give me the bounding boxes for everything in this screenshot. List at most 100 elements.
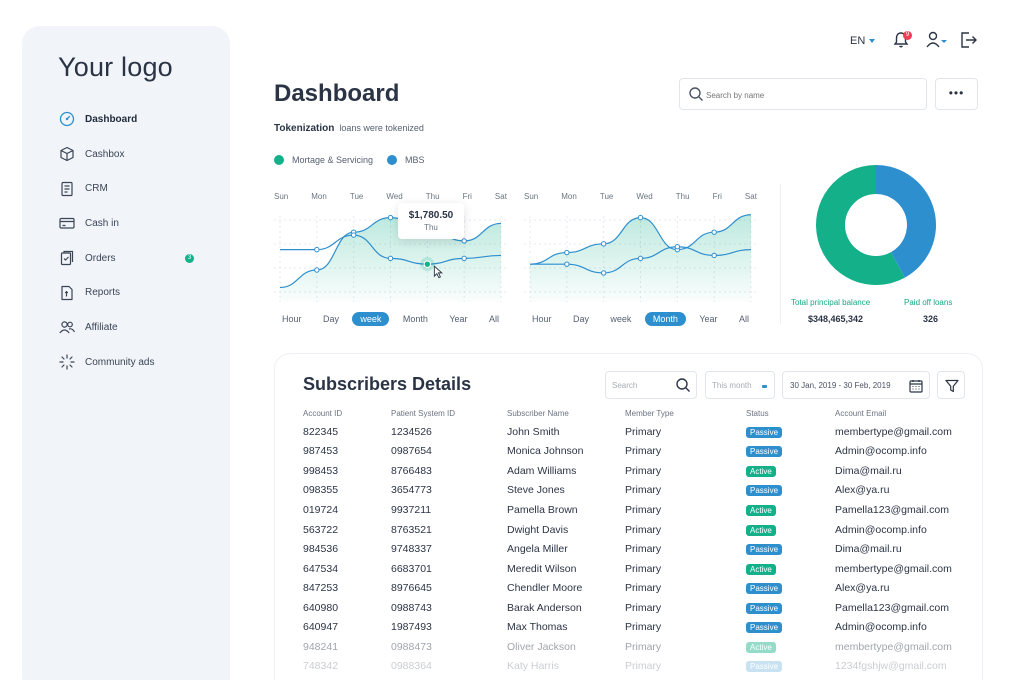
data-point [387, 255, 394, 262]
divider [780, 184, 781, 324]
table-cell: Primary [625, 464, 662, 477]
table-cell: Admin@ocomp.info [835, 621, 927, 634]
table-cell: Pamella123@gmail.com [835, 503, 949, 516]
tokenization-title: Tokenization [274, 123, 335, 134]
table-row[interactable]: 647534 6683701 Meredit Wilson Primary Active… [303, 559, 975, 579]
left-period-selector: Hour Day week Month Year All [274, 312, 507, 326]
table-row[interactable]: 948241 0988473 Oliver Jackson Primary Active… [303, 637, 975, 657]
tokenization-subtitle: loans were tokenized [339, 123, 424, 133]
subscribers-title: Subscribers Details [303, 374, 472, 394]
data-point [637, 214, 644, 221]
table-cell: Angela Miller [507, 543, 568, 556]
period-option-week[interactable]: week [352, 312, 390, 326]
sidebar-item-crm[interactable]: CRM [58, 171, 218, 206]
table-row[interactable]: 563722 8763521 Dwight Davis Primary Active Ad… [303, 520, 975, 540]
table-row[interactable]: 640947 1987493 Max Thomas Primary Passive Adm… [303, 617, 975, 637]
table-cell: 0988473 [391, 640, 432, 653]
month-select[interactable]: This month [705, 371, 775, 399]
data-point [711, 252, 717, 259]
sidebar-item-cashbox[interactable]: Cashbox [58, 137, 218, 172]
table-cell: Dima@mail.ru [835, 543, 902, 556]
table-cell: Passive [746, 578, 835, 598]
table-row[interactable]: 998453 8766483 Adam Williams Primary Active D… [303, 461, 975, 481]
user-menu[interactable] [926, 31, 948, 54]
day-tick-label: Thu [425, 192, 440, 201]
chevron-down-icon [869, 39, 876, 44]
period-option-month[interactable]: Month [644, 312, 686, 326]
table-row[interactable]: 984536 9748337 Angela Miller Primary Passive… [303, 539, 975, 559]
subscribers-search-placeholder: Search [612, 381, 638, 390]
pie-value-paid-off: 326 [923, 314, 939, 324]
table-cell: 822345 [303, 425, 339, 438]
period-option-hour[interactable]: Hour [532, 314, 552, 324]
table-row[interactable]: 822345 1234526 John Smith Primary Passive mem… [303, 422, 975, 442]
day-tick-label: Sat [744, 192, 757, 201]
table-row[interactable]: 019724 9937211 Pamella Brown Primary Active P… [303, 500, 975, 520]
card-icon [58, 214, 76, 232]
chart-tooltip: $1,780.50 Thu [398, 203, 464, 239]
sidebar-item-label: Dashboard [85, 113, 138, 125]
column-header-patient-system-id[interactable]: Patient System ID [391, 409, 456, 418]
search-input[interactable] [706, 85, 916, 105]
table-cell: Pamella Brown [507, 503, 578, 516]
sidebar-item-label: CRM [85, 183, 108, 195]
right-chart-days: Sun Mon Tue Wed Thu Fri Sat [524, 192, 757, 201]
table-cell: Active [746, 559, 835, 579]
filter-icon [945, 379, 959, 393]
table-row[interactable]: 748342 0988364 Katy Harris Primary Passive 12… [303, 657, 975, 677]
column-header-account-email[interactable]: Account Email [835, 409, 887, 418]
table-cell: Primary [625, 562, 662, 575]
sidebar-item-affiliate[interactable]: Affiliate [58, 310, 218, 345]
column-header-account-id[interactable]: Account ID [303, 409, 343, 418]
table-row[interactable]: 987453 0987654 Monica Johnson Primary Passiv… [303, 442, 975, 462]
table-cell: 019724 [303, 503, 339, 516]
period-option-week[interactable]: week [610, 314, 632, 324]
period-option-year[interactable]: Year [699, 314, 718, 324]
subscribers-search[interactable]: Search [605, 371, 697, 399]
table-cell: Dima@mail.ru [835, 464, 902, 477]
table-cell: Katy Harris [507, 660, 559, 673]
table-cell: 8763521 [391, 523, 432, 536]
user-icon [926, 31, 947, 48]
sidebar-item-dashboard[interactable]: Dashboard [58, 102, 218, 137]
day-tick-label: Sun [524, 192, 539, 201]
logout-button[interactable] [960, 31, 978, 54]
column-header-status[interactable]: Status [746, 409, 769, 418]
more-options-button[interactable]: ••• [935, 78, 978, 110]
table-row[interactable]: 098355 3654773 Steve Jones Primary Passive Al… [303, 481, 975, 501]
period-option-month[interactable]: Month [402, 314, 428, 324]
day-tick-label: Sat [494, 192, 507, 201]
day-tick-label: Mon [561, 192, 577, 201]
period-option-hour[interactable]: Hour [282, 314, 302, 324]
period-option-all[interactable]: All [738, 314, 749, 324]
table-cell: 1234526 [391, 425, 432, 438]
period-option-day[interactable]: Day [572, 314, 589, 324]
table-cell: Active [746, 500, 835, 520]
table-row[interactable]: 847253 8976645 Chendler Moore Primary Passiv… [303, 578, 975, 598]
sidebar-item-community-ads[interactable]: Community ads [58, 345, 218, 380]
table-row[interactable]: 640980 0988743 Barak Anderson Primary Passiv… [303, 598, 975, 618]
chevron-down-icon [762, 385, 767, 388]
period-option-all[interactable]: All [488, 314, 499, 324]
column-header-subscriber-name[interactable]: Subscriber Name [507, 409, 569, 418]
gauge-icon [58, 110, 76, 128]
period-option-day[interactable]: Day [322, 314, 339, 324]
table-cell: membertype@gmail.com [835, 425, 952, 438]
table-cell: Alex@ya.ru [835, 484, 890, 497]
subscribers-table: Account ID Patient System ID Subscriber Na… [303, 409, 975, 676]
date-range-picker[interactable]: 30 Jan, 2019 - 30 Feb, 2019 [782, 371, 930, 399]
language-selector[interactable]: EN [850, 35, 876, 47]
sidebar-item-orders[interactable]: Orders 3 [58, 241, 218, 276]
table-cell: Barak Anderson [507, 601, 582, 614]
left-chart-days: Sun Mon Tue Wed Thu Fri Sat [274, 192, 507, 201]
sidebar-item-reports[interactable]: Reports [58, 275, 218, 310]
column-header-member-type[interactable]: Member Type [625, 409, 674, 418]
search-bar[interactable] [679, 78, 927, 110]
legend-item-mbs: MBS [387, 155, 425, 165]
filter-button[interactable] [937, 371, 965, 399]
period-option-year[interactable]: Year [449, 314, 468, 324]
table-cell: 948241 [303, 640, 339, 653]
table-cell: Passive [746, 422, 835, 442]
sidebar-item-cash-in[interactable]: Cash in [58, 206, 218, 241]
